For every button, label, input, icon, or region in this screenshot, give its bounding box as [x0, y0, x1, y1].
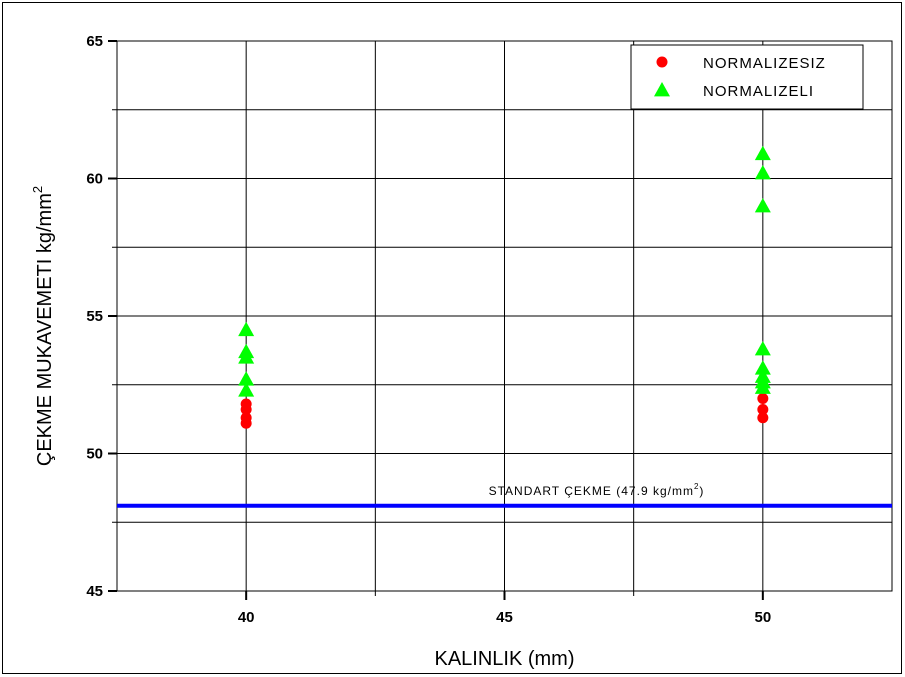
legend-box	[630, 44, 864, 110]
data-point-triangle	[754, 368, 771, 383]
x-axis-title: KALINLIK (mm)	[434, 648, 574, 670]
data-point-triangle	[238, 321, 255, 337]
series-2	[238, 145, 771, 397]
data-point-circle	[757, 393, 769, 404]
data-point-circle	[240, 398, 252, 410]
axis-ticks	[108, 40, 764, 600]
reference-line-label: STANDART ÇEKME (47.9 kg/mm2)	[489, 482, 705, 498]
data-point-triangle	[238, 382, 255, 397]
data-point-triangle	[754, 341, 771, 356]
y-tick-label: 60	[86, 171, 103, 188]
data-point-triangle	[754, 360, 771, 375]
legend-circle-marker	[656, 56, 668, 68]
y-tick-label: 50	[86, 446, 103, 463]
data-points	[238, 145, 771, 429]
tick-labels: 40 45 50 45 50 55 60 65	[86, 33, 771, 626]
data-point-triangle	[754, 145, 771, 161]
data-point-triangle	[238, 343, 255, 359]
legend-label: NORMALIZELI	[703, 83, 814, 100]
data-point-circle	[757, 412, 769, 424]
legend-triangle-marker	[654, 82, 670, 97]
data-point-triangle	[754, 165, 771, 180]
legend: NORMALIZESIZ NORMALIZELI	[630, 44, 864, 110]
y-tick-label: 55	[86, 308, 103, 325]
grid	[117, 40, 892, 592]
y-axis-title: ÇEKME MUKAVEMETI kg/mm2	[30, 186, 56, 466]
data-point-circle	[757, 404, 769, 415]
y-tick-label: 65	[86, 33, 103, 50]
data-point-triangle	[238, 371, 255, 386]
y-tick-label: 45	[86, 583, 103, 600]
series-1	[240, 393, 769, 429]
x-tick-label: 50	[754, 609, 771, 626]
x-tick-label: 40	[238, 609, 255, 626]
data-point-triangle	[754, 198, 771, 213]
data-point-circle	[240, 412, 252, 424]
x-tick-label: 45	[496, 609, 513, 626]
legend-label: NORMALIZESIZ	[703, 55, 826, 72]
scatter-chart: STANDART ÇEKME (47.9 kg/mm2) 40 45 50 45 50 5…	[30, 33, 893, 670]
